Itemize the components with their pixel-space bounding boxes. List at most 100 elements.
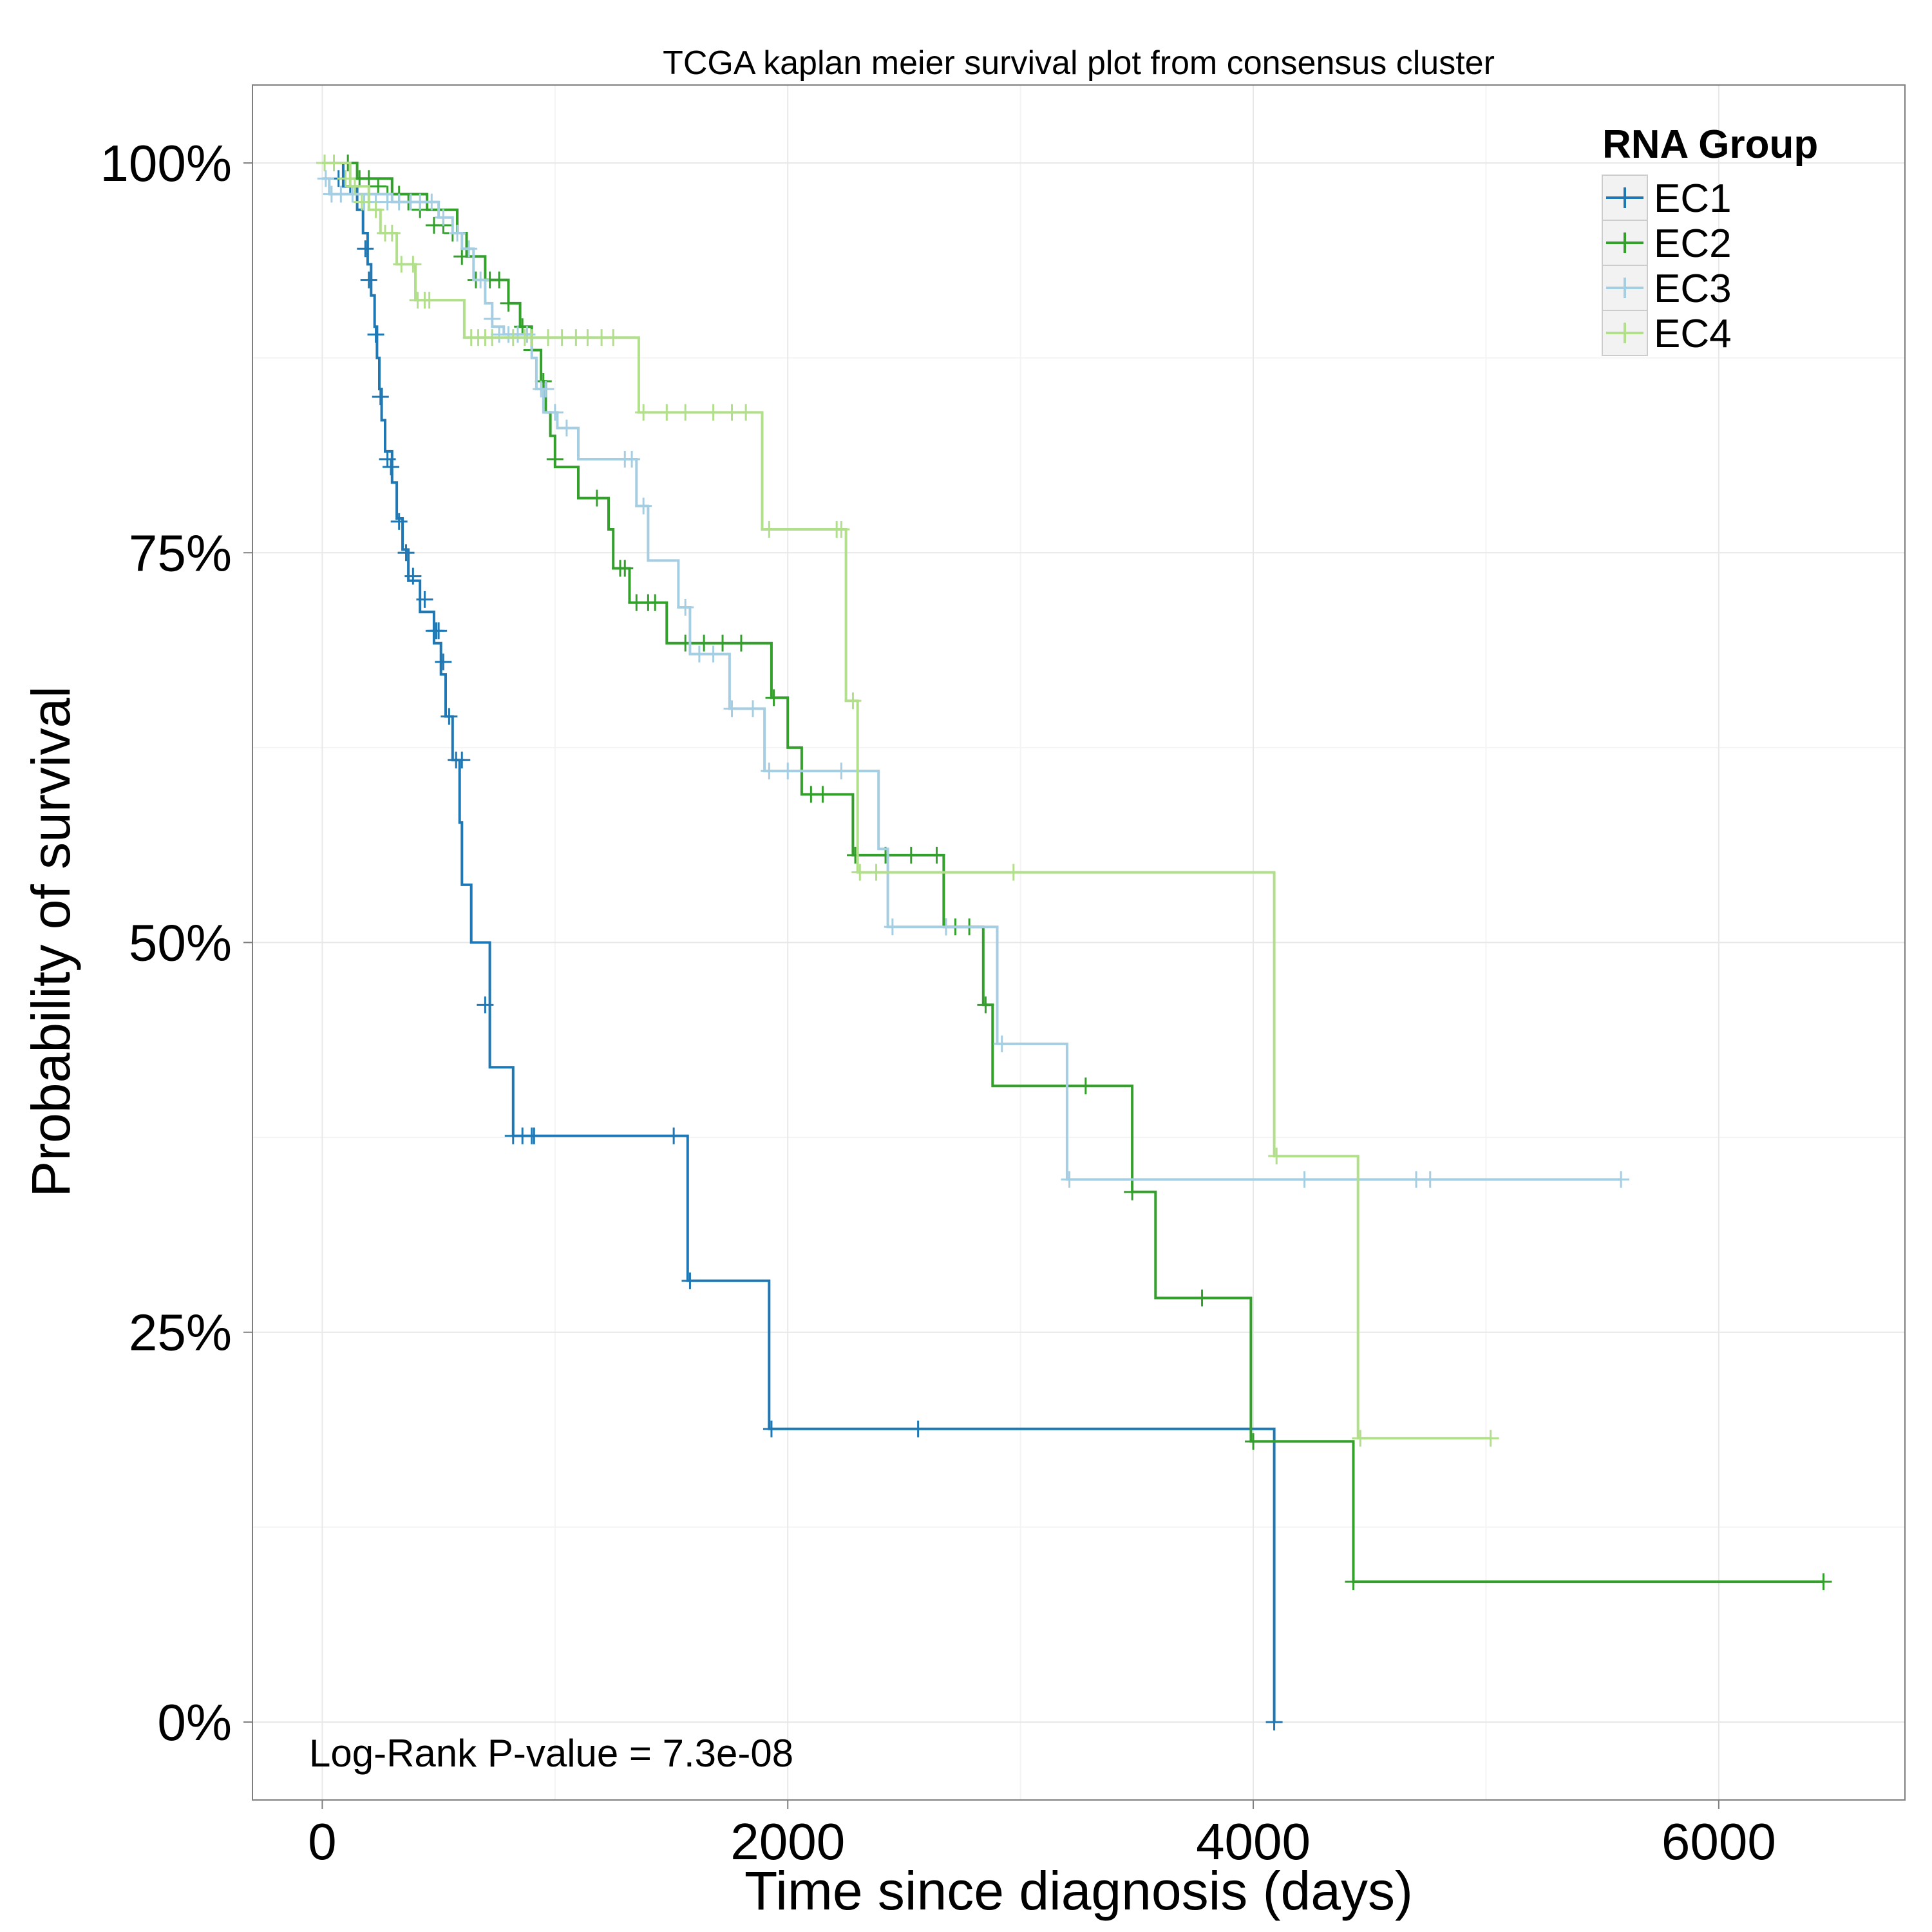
censor-mark bbox=[435, 209, 452, 226]
censor-mark bbox=[938, 918, 954, 936]
legend-swatch bbox=[1606, 232, 1643, 253]
log-rank-annotation: Log-Rank P-value = 7.3e-08 bbox=[309, 1732, 793, 1775]
censor-mark bbox=[1613, 1171, 1630, 1188]
censor-mark bbox=[539, 329, 556, 346]
censor-mark bbox=[397, 544, 415, 562]
censor-mark bbox=[867, 864, 885, 881]
censor-mark bbox=[1296, 1171, 1313, 1188]
legend-label: EC3 bbox=[1654, 267, 1732, 311]
series-layer bbox=[316, 155, 1832, 1730]
legend-title: RNA Group bbox=[1602, 122, 1818, 167]
censor-mark bbox=[460, 240, 478, 258]
censor-mark bbox=[635, 497, 652, 515]
censor-mark bbox=[453, 248, 471, 265]
legend-swatch bbox=[1606, 278, 1643, 298]
censor-mark bbox=[1077, 1077, 1094, 1095]
censor-mark bbox=[909, 1420, 927, 1437]
censor-mark bbox=[647, 594, 664, 611]
censor-mark bbox=[814, 786, 831, 803]
censor-mark bbox=[370, 178, 387, 195]
censor-mark bbox=[435, 653, 452, 670]
censor-mark bbox=[833, 762, 850, 780]
legend-swatch bbox=[1606, 323, 1643, 343]
censor-mark bbox=[325, 155, 343, 172]
censor-mark bbox=[360, 271, 377, 289]
censor-mark bbox=[404, 256, 422, 273]
chart-title: TCGA kaplan meier survival plot from con… bbox=[663, 44, 1495, 82]
censor-mark bbox=[484, 310, 501, 328]
censor-mark bbox=[526, 1127, 543, 1144]
censor-mark bbox=[1815, 1573, 1832, 1591]
censor-mark bbox=[553, 329, 571, 346]
censor-mark bbox=[379, 451, 396, 468]
censor-mark bbox=[851, 864, 869, 881]
censor-mark bbox=[884, 918, 901, 936]
censor-mark bbox=[546, 404, 564, 421]
censor-mark bbox=[993, 1035, 1010, 1052]
y-tick-label: 25% bbox=[129, 1304, 232, 1361]
censor-mark bbox=[1005, 864, 1022, 881]
legend-item-ec1: EC1 bbox=[1602, 175, 1732, 221]
censor-mark bbox=[1124, 1183, 1141, 1200]
censor-mark bbox=[705, 645, 722, 663]
censor-mark bbox=[690, 645, 708, 663]
censor-mark bbox=[616, 560, 634, 577]
censor-mark bbox=[346, 178, 364, 195]
censor-mark bbox=[421, 292, 438, 309]
series-line-ec1 bbox=[322, 162, 1276, 1722]
censor-mark bbox=[681, 1272, 699, 1289]
y-tick-label: 75% bbox=[129, 524, 232, 582]
legend-swatch bbox=[1606, 187, 1643, 208]
censor-mark bbox=[430, 622, 448, 639]
x-tick-label: 2000 bbox=[730, 1813, 845, 1870]
x-axis-title: Time since diagnosis (days) bbox=[744, 1861, 1413, 1921]
censor-mark bbox=[416, 591, 433, 608]
censor-mark bbox=[537, 381, 554, 398]
censor-mark bbox=[1421, 1171, 1439, 1188]
censor-mark bbox=[705, 404, 722, 421]
series-ec2 bbox=[322, 155, 1832, 1591]
censor-mark bbox=[344, 185, 361, 203]
legend-item-ec2: EC2 bbox=[1602, 220, 1732, 266]
censor-mark bbox=[902, 846, 920, 864]
censor-mark bbox=[623, 451, 641, 468]
x-tick-label: 4000 bbox=[1196, 1813, 1311, 1870]
censor-mark bbox=[317, 170, 334, 187]
censor-mark bbox=[449, 224, 466, 242]
censor-mark bbox=[635, 404, 652, 421]
legend-label: EC4 bbox=[1654, 312, 1732, 356]
y-axis-title: Probability of survival bbox=[21, 686, 81, 1197]
censor-mark bbox=[1408, 1171, 1425, 1188]
censor-mark bbox=[477, 996, 494, 1014]
censor-mark bbox=[744, 700, 762, 717]
censor-mark bbox=[588, 489, 605, 507]
censor-mark bbox=[732, 634, 750, 652]
censor-mark bbox=[535, 372, 552, 390]
censor-mark bbox=[833, 520, 850, 538]
censor-mark bbox=[723, 700, 741, 717]
censor-mark bbox=[847, 846, 864, 864]
censor-mark bbox=[372, 388, 389, 406]
legend-label: EC2 bbox=[1654, 222, 1732, 266]
censor-mark bbox=[844, 692, 862, 710]
y-tick-label: 0% bbox=[157, 1694, 232, 1751]
censor-mark bbox=[523, 329, 540, 346]
y-tick-label: 50% bbox=[129, 914, 232, 972]
censor-mark bbox=[765, 689, 782, 706]
series-ec3 bbox=[317, 170, 1630, 1188]
censor-mark bbox=[1352, 1430, 1369, 1447]
censor-mark bbox=[360, 170, 377, 187]
censor-mark bbox=[383, 224, 401, 242]
legend-item-ec3: EC3 bbox=[1602, 265, 1732, 311]
censor-mark bbox=[1245, 1433, 1262, 1450]
censor-mark bbox=[423, 193, 440, 211]
censor-mark bbox=[472, 271, 489, 289]
x-tick-label: 6000 bbox=[1662, 1813, 1776, 1870]
censor-mark bbox=[977, 996, 994, 1014]
censor-mark bbox=[367, 326, 384, 343]
censor-mark bbox=[761, 762, 778, 780]
grid bbox=[252, 85, 1905, 1800]
